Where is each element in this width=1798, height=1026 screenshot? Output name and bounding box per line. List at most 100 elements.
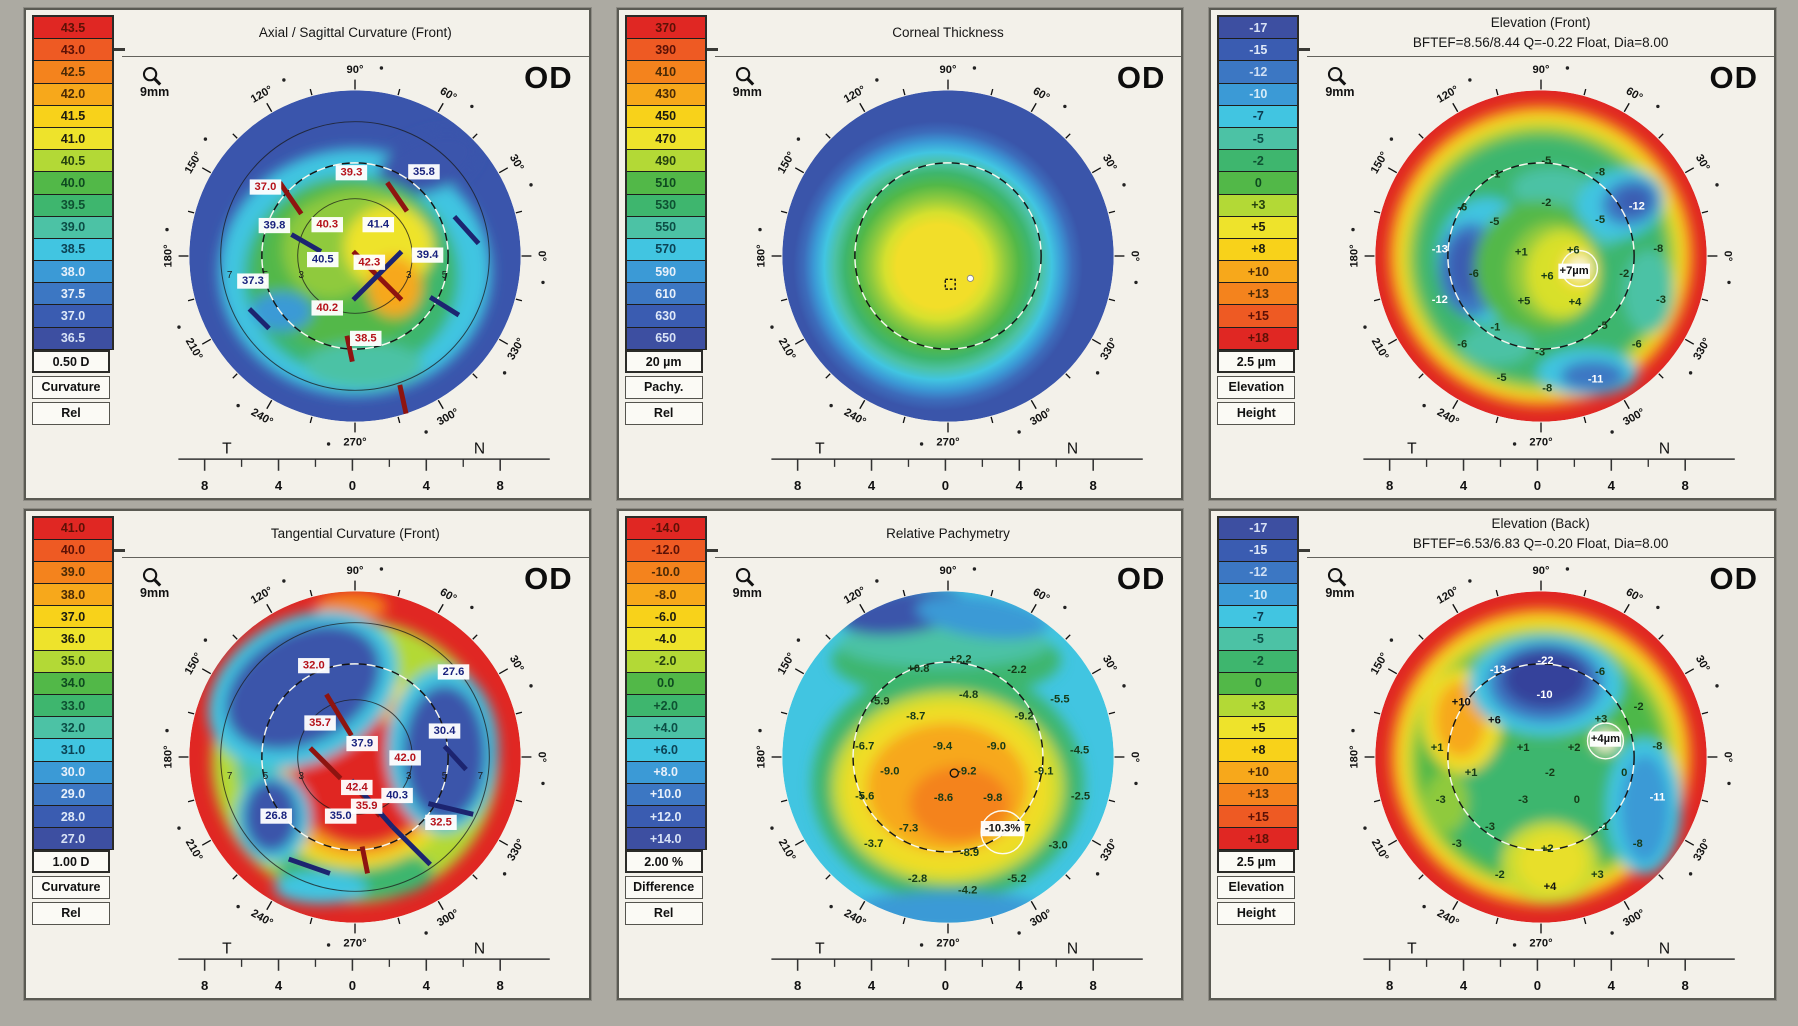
- degree-label: 270°: [1529, 937, 1552, 949]
- degree-label: 330°: [506, 336, 528, 362]
- map-annotation: 40.3: [387, 789, 409, 801]
- color-scale-cells: 41.0 40.0 39.0 38.0 37.0 36.0 35.0 34.0 33.0 32.0…: [32, 515, 114, 851]
- scale-cell: 43.5: [34, 17, 112, 40]
- scale-cell: 410: [626, 61, 705, 84]
- scale-step-label: 2.5 µm: [1217, 850, 1296, 874]
- zoom-scale-label: 9mm: [732, 85, 762, 99]
- map-annotation: 0: [1621, 767, 1627, 779]
- panel-title: Corneal Thickness: [714, 10, 1182, 57]
- scale-step-label: 0.50 D: [32, 349, 110, 373]
- scale-cell: -7: [1219, 105, 1298, 128]
- scale-step-label: 1.00 D: [32, 850, 110, 874]
- degree-label: 150°: [183, 650, 205, 676]
- annotation-box: [325, 807, 357, 824]
- zoom-indicator[interactable]: 9mm: [733, 566, 783, 600]
- map-annotation: 40.2: [317, 302, 339, 314]
- map-annotation: -9.1: [1034, 765, 1053, 777]
- panel-title-line: Elevation (Back): [1491, 515, 1590, 531]
- map-annotation: -2: [1633, 700, 1643, 712]
- scale-cell: 0: [1219, 672, 1298, 695]
- topography-panel-relpachy: -14.0 -12.0 -10.0 -8.0 -6.0 -4.0 -2.0 0.0 +2.0 +4…: [616, 508, 1184, 1000]
- eye-side-label: OD: [524, 560, 573, 596]
- scale-cell: -10: [1219, 584, 1298, 607]
- axis-tick-label: 8: [201, 478, 208, 493]
- annotation-box: [341, 779, 373, 795]
- zoom-indicator[interactable]: 9mm: [140, 65, 190, 99]
- map-annotation: -8.6: [934, 792, 953, 804]
- map-color-field: [189, 90, 521, 422]
- magnifier-icon: [1328, 567, 1347, 587]
- degree-label: 180°: [1348, 745, 1360, 768]
- zoom-indicator[interactable]: 9mm: [733, 65, 783, 99]
- map-color-field: [782, 590, 1114, 923]
- zoom-indicator[interactable]: 9mm: [1325, 566, 1375, 600]
- thinnest-point-marker: [966, 274, 974, 282]
- eye-side-label: OD: [524, 60, 573, 95]
- scale-marker-tick: [706, 548, 718, 552]
- degree-label: 180°: [163, 745, 175, 768]
- annotation-box: [353, 254, 386, 270]
- scale-cell: 610: [626, 283, 705, 306]
- map-annotation: +2.2: [949, 653, 971, 665]
- axis-tick-label: 8: [497, 478, 504, 493]
- map-annotation: -6: [1457, 202, 1467, 214]
- color-scale: -17 -15 -12 -10 -7 -5 -2 0 +3 +5 +8 +10 +13 +15 +18 2.…: [1211, 511, 1311, 999]
- map-root: 90° 60° 30° 0° 330° 300° 270° 240° 210° 180° 150° 1…: [163, 64, 548, 449]
- topography-panel-elevb: -17 -15 -12 -10 -7 -5 -2 0 +3 +5 +8 +10 +13 +15 +18 2.…: [1209, 508, 1776, 1000]
- panel-title-line: Elevation (Front): [1490, 15, 1591, 31]
- annotation-box: [1589, 730, 1621, 747]
- degree-label: 0°: [536, 751, 548, 762]
- scale-cell: 430: [626, 83, 705, 106]
- scale-cell: -4.0: [626, 628, 705, 651]
- magnifier-icon: [1328, 66, 1347, 86]
- map-annotations: +0.8 +2.2 -2.2 -5.9 -4.8 -5.5 -8.7 -9.2 -6.7 -9.4…: [855, 653, 1090, 896]
- eye-side-label: OD: [1709, 560, 1758, 596]
- map-annotation: -5: [1597, 320, 1607, 332]
- temporal-label: T: [1407, 940, 1417, 957]
- nasal-label: N: [1659, 440, 1670, 457]
- panel-title-line: Axial / Sagittal Curvature (Front): [258, 25, 452, 41]
- color-scale-cells: -17 -15 -12 -10 -7 -5 -2 0 +3 +5 +8 +10 +13 +15 +18: [1217, 15, 1300, 350]
- map-annotation: -5.9: [870, 695, 889, 707]
- axis-tick-label: 0: [1534, 478, 1541, 493]
- scale-footer-label-1: Curvature: [32, 876, 110, 900]
- scale-cell: -17: [1219, 17, 1298, 40]
- panel-title: Elevation (Back) BFTEF=6.53/6.83 Q=-0.20 …: [1307, 511, 1774, 558]
- map-area: Axial / Sagittal Curvature (Front) 9mm O…: [122, 10, 589, 498]
- map-annotation: -8: [1653, 243, 1663, 255]
- topography-map: 90° 60° 30° 0° 330° 300° 270° 240° 210° 180° 150° 1…: [163, 64, 548, 449]
- panel-title-line: BFTEF=6.53/6.83 Q=-0.20 Float, Dia=8.00: [1412, 535, 1669, 551]
- degree-label: 30°: [507, 653, 526, 674]
- scale-cell: +13: [1219, 283, 1298, 306]
- zoom-indicator[interactable]: 9mm: [1325, 65, 1375, 99]
- degree-label: 180°: [163, 244, 175, 267]
- map-root: 90° 60° 30° 0° 330° 300° 270° 240° 210° 180° 150° 1…: [756, 564, 1141, 949]
- scale-cell: 42.5: [34, 61, 112, 84]
- panel-title: Axial / Sagittal Curvature (Front): [122, 10, 589, 57]
- map-annotation: -8: [1542, 383, 1552, 395]
- annotation-box: [351, 798, 383, 814]
- degree-label: 330°: [506, 837, 528, 863]
- map-root: 90° 60° 30° 0° 330° 300° 270° 240° 210° 180° 150° 1…: [1348, 564, 1733, 949]
- annotation-box: [311, 300, 344, 316]
- axis-tick-label: 4: [423, 978, 431, 993]
- zoom-indicator[interactable]: 9mm: [140, 566, 190, 600]
- radial-distance-labels: 7 5 3 3 5 7: [227, 771, 483, 782]
- degree-label: 30°: [1100, 653, 1119, 674]
- map-annotation: -6: [1631, 339, 1641, 351]
- degree-label: 300°: [1621, 907, 1647, 929]
- panel-title: Relative Pachymetry: [714, 511, 1182, 558]
- scale-cell: 470: [626, 127, 705, 151]
- map-blobs: [219, 130, 492, 396]
- scale-marker-tick: [1299, 48, 1311, 51]
- annotation-box: [346, 735, 379, 751]
- map-annotation: -2.5: [1071, 790, 1090, 802]
- scale-cell: +10: [1219, 261, 1298, 284]
- map-annotation: -5: [1595, 214, 1605, 226]
- annotation-box: [389, 749, 422, 766]
- map-annotation: 37.3: [242, 275, 264, 287]
- map-annotation: -5.2: [1007, 872, 1026, 884]
- panel-title-line: Corneal Thickness: [892, 25, 1004, 41]
- map-annotation: -8: [1652, 740, 1662, 752]
- axis-tick-label: 8: [1682, 478, 1689, 493]
